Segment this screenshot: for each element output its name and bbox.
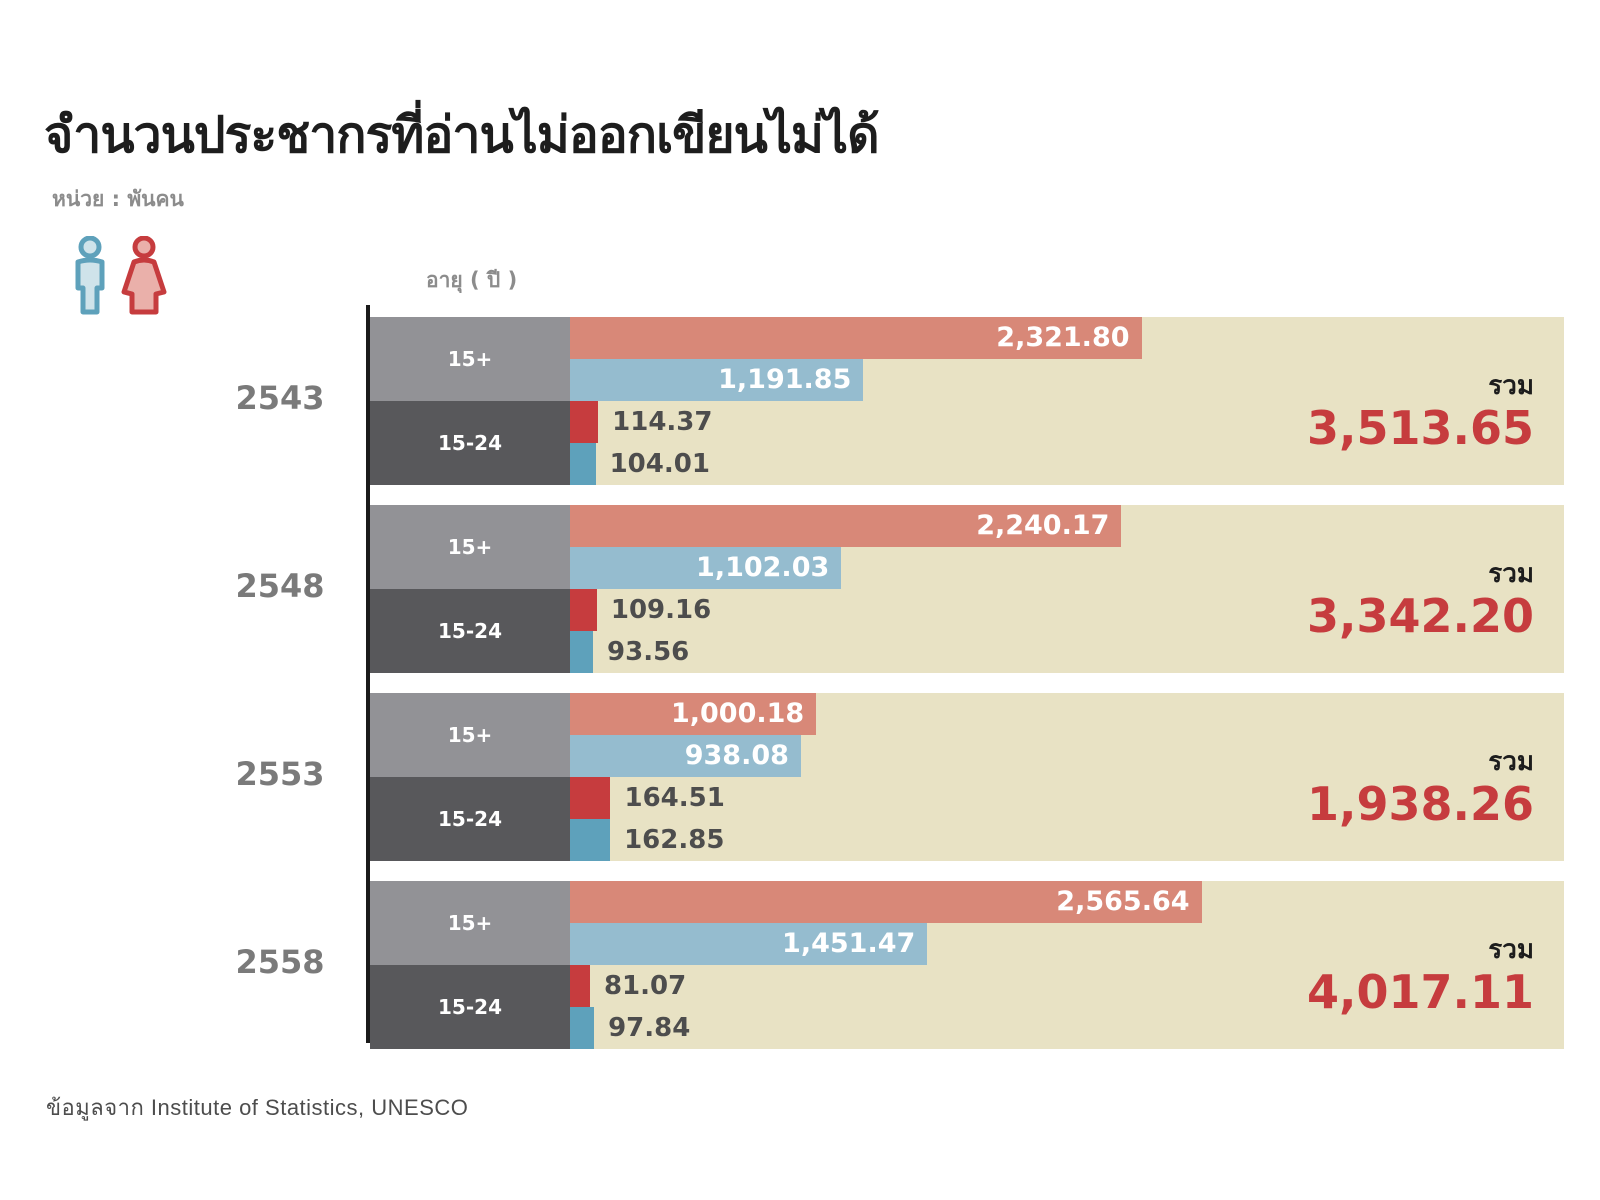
bar-male-15plus — [570, 547, 842, 589]
value-label-male-15plus: 1,191.85 — [718, 364, 852, 395]
value-label-male-15plus: 1,451.47 — [782, 928, 916, 959]
total-value: 3,513.65 — [1307, 401, 1534, 455]
bar-male-15-24 — [570, 631, 594, 673]
total-value: 3,342.20 — [1307, 589, 1534, 643]
axis-label: อายุ ( ปี ) — [426, 268, 518, 292]
year-label: 2548 — [235, 567, 325, 605]
bar-female-15plus — [570, 693, 817, 735]
total-label: รวม — [1488, 747, 1534, 777]
value-label-male-15plus: 938.08 — [684, 740, 789, 771]
total-value: 4,017.11 — [1307, 965, 1534, 1019]
bar-female-15-24 — [570, 777, 611, 819]
value-label-male-15plus: 1,102.03 — [696, 552, 830, 583]
year-label: 2543 — [235, 379, 325, 417]
value-label-male-15-24: 97.84 — [608, 1013, 691, 1043]
year-label: 2558 — [235, 943, 325, 981]
source-note: ข้อมูลจาก Institute of Statistics, UNESC… — [46, 1095, 469, 1120]
bar-male-15-24 — [570, 819, 611, 861]
age-label-15-24: 15-24 — [370, 589, 570, 673]
year-group: 2558 15+ 15-24 2,565.64 1,451.47 81.07 97.84 รว… — [235, 881, 1564, 1049]
value-label-female-15plus: 2,565.64 — [1056, 886, 1190, 917]
value-label-female-15plus: 1,000.18 — [670, 698, 805, 729]
year-group: 2543 15+ 15-24 2,321.80 1,191.85 114.37 104.01… — [235, 317, 1564, 485]
bar-female-15plus — [570, 317, 1142, 359]
total-label: รวม — [1488, 935, 1534, 965]
bar-male-15-24 — [570, 443, 596, 485]
year-group: 2548 15+ 15-24 2,240.17 1,102.03 109.16 93.56 ร… — [235, 505, 1564, 673]
year-group: 2553 15+ 15-24 1,000.18 938.08 164.51 162.85 รว… — [235, 693, 1564, 861]
female-icon — [121, 236, 167, 315]
value-label-male-15-24: 93.56 — [607, 637, 690, 667]
total-value: 1,938.26 — [1307, 777, 1534, 831]
age-label-15-24: 15-24 — [370, 401, 570, 485]
value-label-female-15plus: 2,240.17 — [976, 510, 1110, 541]
age-label-15plus: 15+ — [370, 881, 570, 965]
bar-female-15-24 — [570, 589, 597, 631]
value-label-female-15-24: 114.37 — [612, 407, 713, 437]
total-label: รวม — [1488, 371, 1534, 401]
bar-male-15plus — [570, 923, 928, 965]
value-label-female-15-24: 164.51 — [624, 783, 725, 813]
year-label: 2553 — [235, 755, 325, 793]
bar-female-15plus — [570, 505, 1122, 547]
value-label-female-15plus: 2,321.80 — [996, 322, 1130, 353]
unit-label: หน่วย : พันคน — [52, 187, 184, 211]
age-label-15-24: 15-24 — [370, 777, 570, 861]
bar-female-15-24 — [570, 401, 599, 443]
age-label-15plus: 15+ — [370, 317, 570, 401]
bar-male-15plus — [570, 735, 801, 777]
bar-female-15-24 — [570, 965, 590, 1007]
age-label-15-24: 15-24 — [370, 965, 570, 1049]
axis-line — [366, 305, 370, 1043]
value-label-male-15-24: 104.01 — [609, 449, 710, 479]
male-icon — [75, 236, 105, 315]
age-label-15plus: 15+ — [370, 693, 570, 777]
value-label-male-15-24: 162.85 — [624, 825, 725, 855]
legend — [75, 236, 167, 315]
chart-title: จำนวนประชากรที่อ่านไม่ออกเขียนไม่ได้ — [44, 106, 880, 164]
total-label: รวม — [1488, 559, 1534, 589]
bar-male-15-24 — [570, 1007, 595, 1049]
value-label-female-15-24: 81.07 — [603, 971, 687, 1001]
bar-male-15plus — [570, 359, 864, 401]
value-label-female-15-24: 109.16 — [610, 595, 712, 625]
age-label-15plus: 15+ — [370, 505, 570, 589]
bar-female-15plus — [570, 881, 1202, 923]
